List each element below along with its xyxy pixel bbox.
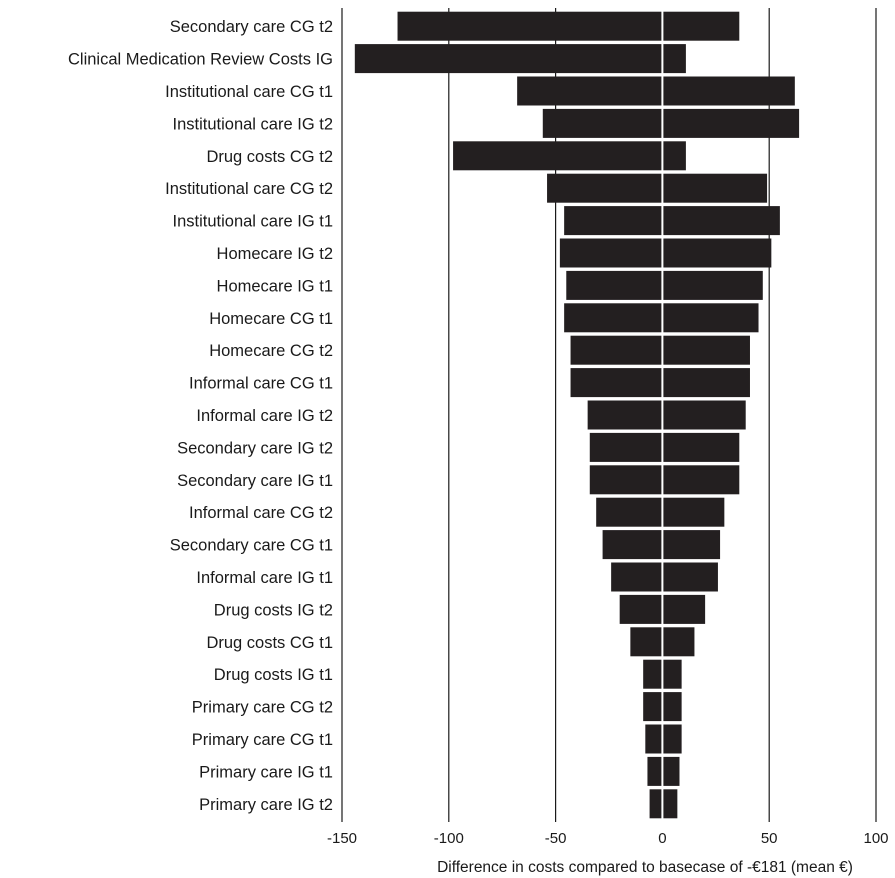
category-label: Secondary care CG t2 xyxy=(170,18,333,36)
bar-low xyxy=(649,789,663,819)
category-label: Drug costs IG t1 xyxy=(214,666,333,684)
bar-low xyxy=(619,594,663,624)
bar-high xyxy=(662,465,740,495)
bar-low xyxy=(559,238,663,268)
bar-high xyxy=(662,206,780,236)
bar-low xyxy=(570,368,663,398)
x-tick-label: 100 xyxy=(863,830,888,847)
bar-high xyxy=(662,497,725,527)
category-label: Secondary care CG t1 xyxy=(170,537,333,555)
bar-low xyxy=(643,659,663,689)
category-label: Informal care IG t2 xyxy=(196,407,333,425)
bar-low xyxy=(647,756,663,786)
bar-high xyxy=(662,562,718,592)
category-label: Homecare CG t2 xyxy=(209,342,333,360)
bar-low xyxy=(630,627,663,657)
category-label: Institutional care IG t1 xyxy=(173,213,334,231)
x-axis-title: Difference in costs compared to basecase… xyxy=(437,859,853,876)
category-labels: Secondary care CG t2 Clinical Medication … xyxy=(68,18,333,814)
bar-high xyxy=(662,108,800,138)
category-label: Secondary care IG t1 xyxy=(177,472,333,490)
bar-high xyxy=(662,756,680,786)
bar-low xyxy=(564,206,663,236)
bar-high xyxy=(662,44,686,74)
category-label: Informal care CG t1 xyxy=(189,375,333,393)
bar-high xyxy=(662,173,768,203)
x-tick-label: -150 xyxy=(327,830,357,847)
bar-high xyxy=(662,432,740,462)
bar-high xyxy=(662,789,678,819)
category-label: Homecare CG t1 xyxy=(209,310,333,328)
bar-high xyxy=(662,724,682,754)
category-label: Drug costs CG t2 xyxy=(206,148,333,166)
category-label: Homecare IG t1 xyxy=(217,277,333,295)
category-label: Primary care IG t2 xyxy=(199,796,333,814)
bar-low xyxy=(453,141,663,171)
bar-high xyxy=(662,270,763,300)
bar-high xyxy=(662,530,721,560)
category-label: Homecare IG t2 xyxy=(217,245,333,263)
category-label: Primary care CG t1 xyxy=(192,731,333,749)
category-label: Primary care IG t1 xyxy=(199,763,333,781)
bars xyxy=(354,11,800,819)
bar-high xyxy=(662,627,695,657)
bar-low xyxy=(589,432,663,462)
bar-high xyxy=(662,400,746,430)
category-label: Informal care CG t2 xyxy=(189,504,333,522)
bar-low xyxy=(354,44,663,74)
x-tick-label: 0 xyxy=(658,830,666,847)
x-tick-labels: -150 -100 -50 0 50 100 xyxy=(327,830,889,847)
x-tick-label: -50 xyxy=(545,830,567,847)
bar-high xyxy=(662,303,759,333)
bar-low xyxy=(397,11,663,41)
category-label: Secondary care IG t2 xyxy=(177,439,333,457)
bar-high xyxy=(662,594,706,624)
bar-low xyxy=(589,465,663,495)
bar-low xyxy=(611,562,663,592)
category-label: Primary care CG t2 xyxy=(192,699,333,717)
bar-low xyxy=(645,724,663,754)
bar-low xyxy=(596,497,663,527)
x-tick-label: -100 xyxy=(434,830,464,847)
bar-low xyxy=(602,530,663,560)
category-label: Drug costs CG t1 xyxy=(206,634,333,652)
category-label: Institutional care IG t2 xyxy=(173,115,334,133)
bar-high xyxy=(662,692,682,722)
bar-high xyxy=(662,368,750,398)
category-label: Institutional care CG t2 xyxy=(165,180,333,198)
category-label: Drug costs IG t2 xyxy=(214,601,333,619)
bar-low xyxy=(564,303,663,333)
bar-low xyxy=(517,76,663,106)
bar-high xyxy=(662,76,795,106)
bar-high xyxy=(662,335,750,365)
bar-high xyxy=(662,141,686,171)
category-label: Clinical Medication Review Costs IG xyxy=(68,51,333,69)
bar-low xyxy=(643,692,663,722)
bar-low xyxy=(542,108,663,138)
bar-low xyxy=(547,173,663,203)
bar-low xyxy=(587,400,663,430)
bar-high xyxy=(662,11,740,41)
x-tick-label: 50 xyxy=(761,830,778,847)
category-label: Institutional care CG t1 xyxy=(165,83,333,101)
bar-high xyxy=(662,238,772,268)
category-label: Informal care IG t1 xyxy=(196,569,333,587)
bar-low xyxy=(566,270,663,300)
bar-low xyxy=(570,335,663,365)
bar-high xyxy=(662,659,682,689)
